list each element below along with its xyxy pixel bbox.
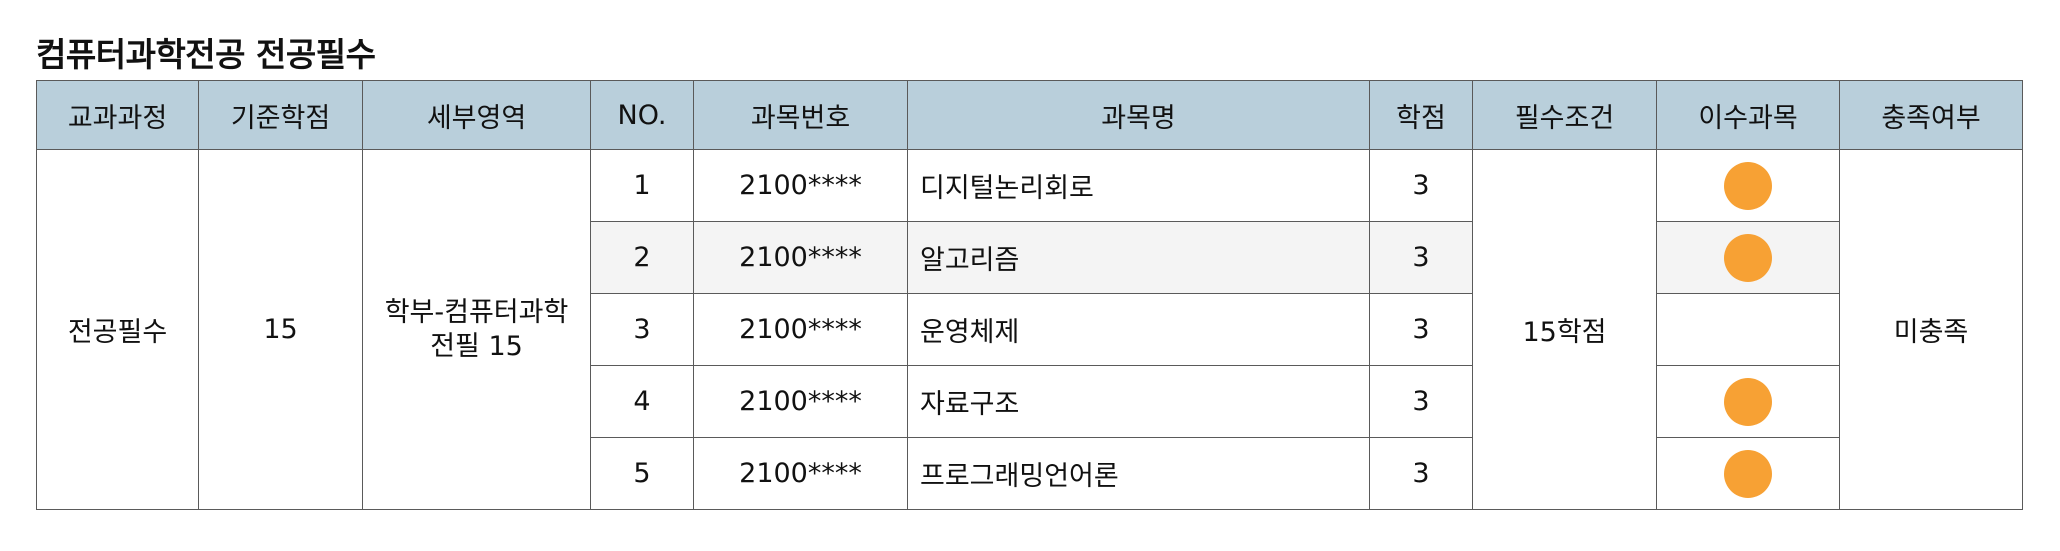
- header-condition: 필수조건: [1472, 80, 1657, 150]
- completed-dot-icon: [1724, 377, 1772, 426]
- table-row: 4 2100**** 자료구조 3: [37, 365, 2023, 438]
- table-row: 3 2100**** 운영체제 3: [37, 293, 2023, 366]
- row-code: 2100****: [693, 437, 908, 510]
- table-row: 전공필수 15 학부-컴퓨터과학 전필 15 1 2100**** 디지털논리회…: [36, 149, 2023, 510]
- area-line1: 학부-컴퓨터과학: [384, 296, 569, 328]
- header-course: 교과과정: [36, 80, 199, 150]
- row-name: 자료구조: [907, 365, 1370, 438]
- area-line2: 전필 15: [430, 330, 523, 362]
- completed-cell: [1656, 221, 1840, 294]
- fulfilled-cell: 미충족: [1839, 149, 2023, 510]
- header-credit: 학점: [1369, 80, 1473, 150]
- row-name: 운영체제: [907, 293, 1370, 366]
- completed-cell: [1656, 293, 1840, 366]
- header-fulfilled: 충족여부: [1839, 80, 2023, 150]
- completed-cell: [1656, 149, 1840, 222]
- row-credit: 3: [1369, 221, 1473, 294]
- row-name: 프로그래밍언어론: [907, 437, 1370, 510]
- completed-dot-icon: [1724, 161, 1772, 210]
- row-credit: 3: [1369, 149, 1473, 222]
- row-code: 2100****: [693, 221, 908, 294]
- row-no: 5: [590, 437, 694, 510]
- row-code: 2100****: [693, 365, 908, 438]
- table-header-row: 교과과정 기준학점 세부영역 NO. 과목번호 과목명 학점 필수조건 이수과목…: [36, 80, 2023, 150]
- row-no: 2: [590, 221, 694, 294]
- row-credit: 3: [1369, 293, 1473, 366]
- row-no: 1: [590, 149, 694, 222]
- area-cell: 학부-컴퓨터과학 전필 15: [362, 149, 591, 510]
- header-completed: 이수과목: [1656, 80, 1840, 150]
- table-row: 5 2100**** 프로그래밍언어론 3: [37, 437, 2023, 510]
- completed-cell: [1656, 437, 1840, 510]
- page-title: 컴퓨터과학전공 전공필수: [36, 35, 376, 74]
- row-credit: 3: [1369, 365, 1473, 438]
- header-course-name: 과목명: [907, 80, 1370, 150]
- row-name: 알고리즘: [907, 221, 1370, 294]
- completed-dot-icon: [1724, 233, 1772, 282]
- row-no: 4: [590, 365, 694, 438]
- header-course-code: 과목번호: [693, 80, 908, 150]
- completed-cell: [1656, 365, 1840, 438]
- table-row: 2 2100**** 알고리즘 3: [37, 221, 2023, 294]
- completed-dot-icon: [1724, 449, 1772, 498]
- header-no: NO.: [590, 80, 694, 150]
- condition-cell: 15학점: [1472, 149, 1657, 510]
- row-code: 2100****: [693, 293, 908, 366]
- header-base-credit: 기준학점: [198, 80, 363, 150]
- course-cell: 전공필수: [36, 149, 199, 510]
- requirements-table: 교과과정 기준학점 세부영역 NO. 과목번호 과목명 학점 필수조건 이수과목…: [36, 80, 2023, 510]
- header-area: 세부영역: [362, 80, 591, 150]
- row-no: 3: [590, 293, 694, 366]
- row-credit: 3: [1369, 437, 1473, 510]
- base-credit-cell: 15: [198, 149, 363, 510]
- row-name: 디지털논리회로: [907, 149, 1370, 222]
- row-code: 2100****: [693, 149, 908, 222]
